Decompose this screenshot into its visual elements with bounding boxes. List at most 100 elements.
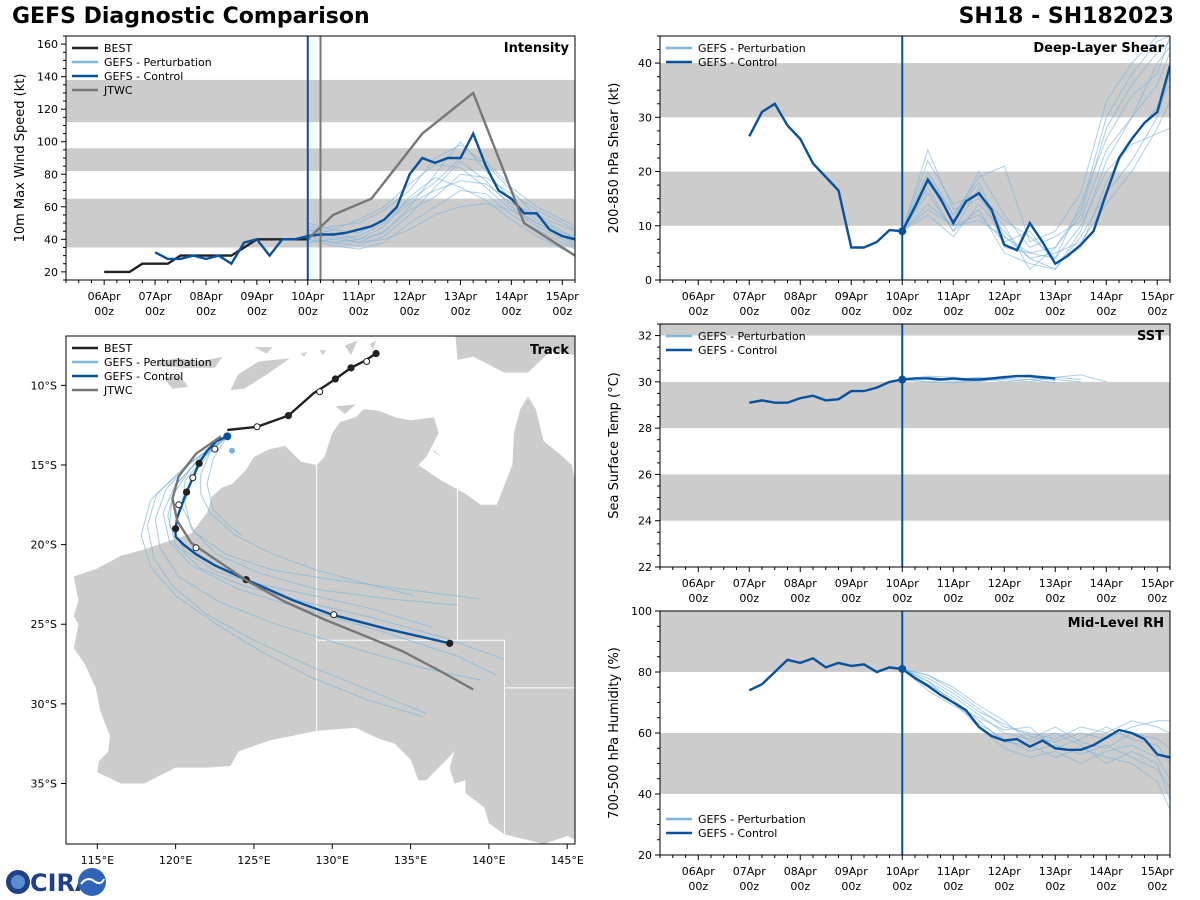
- sst-legend-label: GEFS - Control: [698, 344, 777, 357]
- shear-xtick-label-hour: 00z: [1045, 305, 1065, 318]
- sst-init-marker: [898, 375, 907, 384]
- cira-swirl-icon: [78, 868, 106, 896]
- intensity-xtick-label-day: 11Apr: [342, 290, 376, 303]
- shear-ytick-label: 40: [638, 57, 652, 70]
- track-xtick-label: 125°E: [237, 854, 270, 867]
- sst-xtick-label-hour: 00z: [892, 592, 912, 605]
- shear-xtick-label-hour: 00z: [994, 305, 1014, 318]
- sst-xtick-label-day: 11Apr: [937, 577, 971, 590]
- shear-ylabel: 200-850 hPa Shear (kt): [607, 83, 622, 234]
- sst-plot-area: [660, 324, 1170, 521]
- track-xtick-label: 135°E: [394, 854, 427, 867]
- intensity-perturbation-member-8: [307, 176, 575, 257]
- intensity-legend-label: JTWC: [103, 84, 133, 97]
- track-title: Track: [530, 343, 569, 358]
- sst-xtick-label-hour: 00z: [1096, 592, 1116, 605]
- intensity-perturbation-member-7: [307, 173, 575, 244]
- sst-ytick-label: 26: [638, 468, 652, 481]
- intensity-xtick-label-day: 06Apr: [88, 290, 122, 303]
- shear-xtick-label-hour: 00z: [790, 305, 810, 318]
- shear-xtick-label-day: 08Apr: [784, 290, 818, 303]
- intensity-xtick-label-day: 07Apr: [139, 290, 173, 303]
- track-open-marker: [189, 474, 197, 482]
- intensity-series-gefs-control: [154, 130, 575, 266]
- intensity-xtick-label-hour: 00z: [552, 305, 572, 318]
- sst-xtick-label-hour: 00z: [1045, 592, 1065, 605]
- track-legend-label: GEFS - Perturbation: [104, 356, 212, 369]
- shear-ytick-label: 0: [645, 274, 652, 287]
- track-perturbation-member-9: [181, 435, 480, 600]
- island-2: [163, 375, 189, 389]
- sst-xtick-label-day: 14Apr: [1090, 577, 1124, 590]
- intensity-xtick-label-day: 08Apr: [189, 290, 223, 303]
- intensity-xtick-label-hour: 00z: [349, 305, 369, 318]
- intensity-xtick-label-hour: 00z: [196, 305, 216, 318]
- rh-xtick-label-hour: 00z: [841, 880, 861, 893]
- intensity-ylabel: 10m Max Wind Speed (kt): [13, 74, 28, 243]
- shear-band-1: [660, 63, 1170, 118]
- shear-perturbation-member-6: [901, 36, 1170, 270]
- track-xtick-label: 120°E: [159, 854, 192, 867]
- intensity-legend-label: GEFS - Control: [104, 70, 183, 83]
- track-ytick-label: 25°S: [31, 618, 57, 631]
- sst-xtick-label-day: 09Apr: [835, 577, 869, 590]
- rh-xtick-label-hour: 00z: [688, 880, 708, 893]
- island-10: [335, 404, 356, 414]
- intensity-ytick-label: 100: [37, 136, 58, 149]
- sst-xtick-label-day: 10Apr: [886, 577, 920, 590]
- rh-xtick-label-hour: 00z: [790, 880, 810, 893]
- track-xtick-label: 140°E: [472, 854, 505, 867]
- shear-xtick-label-day: 12Apr: [988, 290, 1022, 303]
- shear-xtick-label-hour: 00z: [841, 305, 861, 318]
- shear-perturbation-member-8: [901, 36, 1170, 243]
- shear-legend-label: GEFS - Perturbation: [698, 42, 806, 55]
- new-guinea-landmass: [455, 336, 575, 373]
- track-open-marker: [175, 501, 183, 509]
- rh-title: Mid-Level RH: [1068, 616, 1164, 631]
- track-perturbation-member-5: [167, 435, 505, 660]
- track-xtick-label: 115°E: [81, 854, 114, 867]
- rh-ylabel: 700-500 hPa Humidity (%): [607, 647, 622, 819]
- sst-band-1: [660, 381, 1170, 429]
- track-open-marker: [363, 357, 371, 365]
- rh-legend-label: GEFS - Control: [698, 827, 777, 840]
- track-series-jtwc: [171, 435, 474, 691]
- rh-perturbation-member-4: [902, 668, 1170, 743]
- sst-ytick-label: 28: [638, 422, 652, 435]
- track-open-marker: [330, 611, 338, 619]
- sst-ylabel: Sea Surface Temp (°C): [607, 372, 622, 519]
- shear-xtick-label-hour: 00z: [1147, 305, 1167, 318]
- sst-xtick-label-day: 15Apr: [1141, 577, 1175, 590]
- track-ytick-label: 35°S: [31, 777, 57, 790]
- rh-init-marker: [898, 664, 907, 673]
- shear-title: Deep-Layer Shear: [1033, 41, 1164, 56]
- shear-xtick-label-hour: 00z: [739, 305, 759, 318]
- shear-perturbation-member-7: [901, 127, 1170, 259]
- intensity-ytick-label: 140: [37, 71, 58, 84]
- intensity-xtick-label-day: 14Apr: [495, 290, 529, 303]
- rh-band-0: [660, 733, 1170, 794]
- sst-ytick-label: 22: [638, 561, 652, 574]
- island-1: [156, 356, 223, 368]
- track-position-marker: [372, 349, 380, 358]
- rh-ytick-label: 20: [638, 849, 652, 862]
- track-position-marker: [331, 375, 339, 383]
- sst-xtick-label-hour: 00z: [739, 592, 759, 605]
- track-position-marker: [446, 639, 454, 647]
- shear-ytick-label: 20: [638, 166, 652, 179]
- intensity-ytick-label: 160: [37, 38, 58, 51]
- rh-xtick-label-day: 13Apr: [1039, 865, 1073, 878]
- track-xtick-label: 145°E: [550, 854, 583, 867]
- sst-xtick-label-hour: 00z: [790, 592, 810, 605]
- intensity-perturbation-member-6: [307, 163, 575, 248]
- rh-perturbation-member-3: [902, 668, 1170, 810]
- track-perturbation-member-1: [154, 435, 482, 681]
- shear-plot-area: [660, 36, 1170, 270]
- rh-panel: 20 40 60 80 100 06Apr 00z 07Apr 00z 08Apr 00z 09Apr…: [607, 605, 1174, 893]
- rh-xtick-label-hour: 00z: [1147, 880, 1167, 893]
- rh-ytick-label: 60: [638, 727, 652, 740]
- sst-ytick-label: 32: [638, 330, 652, 343]
- rh-series-gefs-control: [748, 656, 1170, 759]
- sst-ytick-label: 24: [638, 515, 652, 528]
- track-panel: 115°E 120°E 125°E 130°E 135°E 140°E 145°E 10°S 1…: [31, 335, 584, 867]
